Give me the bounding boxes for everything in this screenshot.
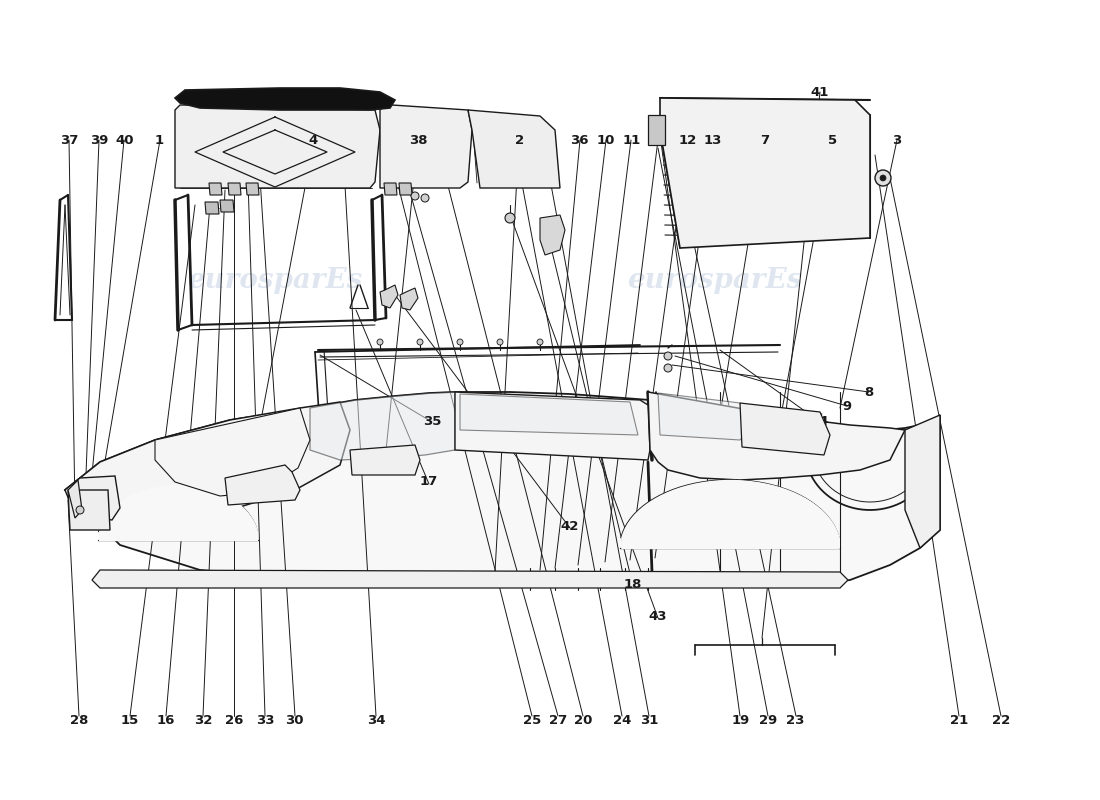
Circle shape — [664, 364, 672, 372]
Text: 41: 41 — [811, 86, 828, 98]
Text: 26: 26 — [226, 714, 243, 726]
Text: 8: 8 — [865, 386, 873, 398]
Text: 14: 14 — [811, 415, 828, 428]
Polygon shape — [399, 183, 412, 195]
Circle shape — [421, 194, 429, 202]
Text: 16: 16 — [157, 714, 175, 726]
Polygon shape — [384, 183, 397, 195]
Text: 9: 9 — [843, 400, 851, 413]
Circle shape — [76, 506, 84, 514]
Polygon shape — [155, 408, 310, 496]
Text: 39: 39 — [90, 134, 108, 146]
Text: 40: 40 — [116, 134, 133, 146]
Text: 34: 34 — [367, 714, 385, 726]
Polygon shape — [68, 490, 110, 530]
Text: 21: 21 — [950, 714, 968, 726]
Circle shape — [505, 213, 515, 223]
Text: 18: 18 — [624, 578, 641, 590]
Text: 32: 32 — [195, 714, 212, 726]
Circle shape — [497, 339, 503, 345]
Text: 17: 17 — [420, 475, 438, 488]
Polygon shape — [400, 288, 418, 310]
Polygon shape — [175, 88, 395, 110]
Text: 28: 28 — [70, 714, 88, 726]
Circle shape — [377, 339, 383, 345]
Text: 33: 33 — [256, 714, 274, 726]
Text: 31: 31 — [640, 714, 658, 726]
Polygon shape — [905, 415, 940, 548]
Polygon shape — [205, 202, 219, 214]
Text: 42: 42 — [561, 520, 579, 533]
Text: 30: 30 — [286, 714, 304, 726]
Text: 24: 24 — [614, 714, 631, 726]
Text: eurosparEs: eurosparEs — [187, 266, 363, 294]
Polygon shape — [175, 105, 380, 188]
Text: 1: 1 — [155, 134, 164, 146]
Polygon shape — [65, 402, 350, 510]
Text: 23: 23 — [786, 714, 804, 726]
Polygon shape — [65, 476, 120, 520]
Circle shape — [874, 170, 891, 186]
Text: 15: 15 — [121, 714, 139, 726]
Text: 2: 2 — [515, 134, 524, 146]
Text: 29: 29 — [759, 714, 777, 726]
Text: 43: 43 — [649, 610, 667, 622]
Polygon shape — [740, 403, 830, 455]
Polygon shape — [350, 445, 420, 475]
Circle shape — [664, 352, 672, 360]
Text: 5: 5 — [828, 134, 837, 146]
Polygon shape — [660, 98, 870, 248]
Text: 12: 12 — [679, 134, 696, 146]
Text: 19: 19 — [732, 714, 749, 726]
Text: 35: 35 — [424, 415, 441, 428]
Polygon shape — [648, 392, 905, 480]
Text: eurosparEs: eurosparEs — [627, 266, 803, 294]
Circle shape — [880, 175, 886, 181]
Polygon shape — [468, 110, 560, 188]
Text: 27: 27 — [549, 714, 566, 726]
Circle shape — [456, 339, 463, 345]
Polygon shape — [310, 392, 455, 460]
Text: 38: 38 — [409, 134, 427, 146]
Text: 22: 22 — [992, 714, 1010, 726]
Text: eurosparEs: eurosparEs — [187, 530, 363, 558]
Polygon shape — [658, 393, 748, 440]
Polygon shape — [379, 285, 398, 308]
Text: 10: 10 — [597, 134, 615, 146]
Text: 3: 3 — [892, 134, 901, 146]
Text: 20: 20 — [574, 714, 592, 726]
Circle shape — [411, 192, 419, 200]
Polygon shape — [226, 465, 300, 505]
Polygon shape — [379, 105, 472, 188]
Polygon shape — [246, 183, 258, 195]
Text: 37: 37 — [60, 134, 78, 146]
Polygon shape — [460, 394, 638, 435]
Polygon shape — [648, 115, 666, 145]
Polygon shape — [65, 392, 940, 585]
Text: 36: 36 — [571, 134, 588, 146]
Text: eurosparEs: eurosparEs — [627, 530, 803, 558]
Polygon shape — [228, 183, 241, 195]
Polygon shape — [455, 392, 650, 460]
Circle shape — [537, 339, 543, 345]
Polygon shape — [68, 480, 82, 518]
Text: 13: 13 — [704, 134, 722, 146]
Text: 7: 7 — [760, 134, 769, 146]
Polygon shape — [209, 183, 222, 195]
Polygon shape — [92, 570, 848, 588]
Polygon shape — [220, 200, 234, 212]
Polygon shape — [540, 215, 565, 255]
Circle shape — [417, 339, 424, 345]
Text: 11: 11 — [623, 134, 640, 146]
Text: 25: 25 — [524, 714, 541, 726]
Text: 6: 6 — [653, 134, 662, 146]
Text: 4: 4 — [309, 134, 318, 146]
